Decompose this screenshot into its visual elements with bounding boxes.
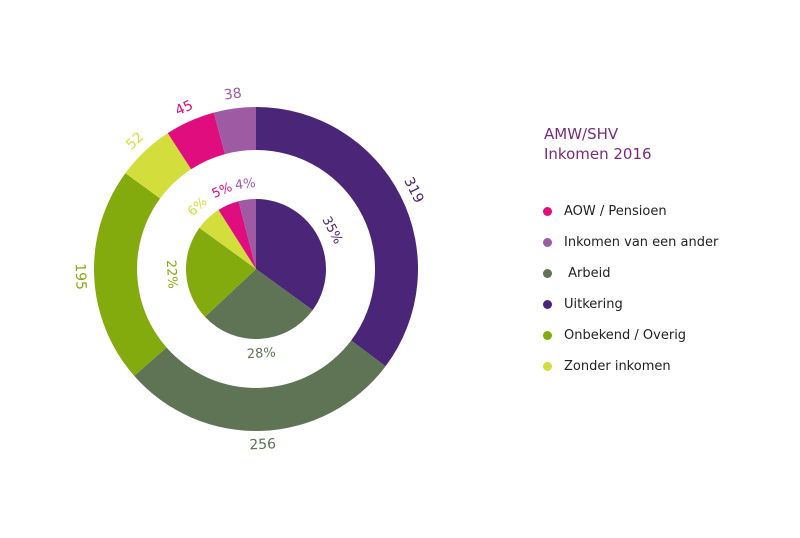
inner-slice-onbekend-overig [186,227,256,317]
legend-label: Inkomen van een ander [564,235,719,250]
outer-segment-uitkering [256,107,419,367]
legend-swatch [543,331,552,340]
inner-slice-aow-pensioen [218,201,256,269]
legend-label: AOW / Pensioen [564,204,667,219]
legend-item-arbeid: Arbeid [543,258,718,289]
outer-segment-inkomen-van-een-ander [213,107,256,155]
outer-value-label: 45 [173,97,196,119]
outer-value-label: 52 [123,129,147,153]
inner-percent-label: 22% [163,259,180,289]
outer-value-label: 256 [249,436,276,453]
outer-value-label: 38 [223,85,243,103]
legend-item-inkomen-van-een-ander: Inkomen van een ander [543,227,718,258]
legend-item-onbekend-overig: Onbekend / Overig [543,320,718,351]
legend-swatch [543,238,552,247]
legend-item-uitkering: Uitkering [543,289,718,320]
legend-label: Uitkering [564,297,623,312]
legend-swatch [543,207,552,216]
legend-swatch [543,300,552,309]
legend-label: Onbekend / Overig [564,328,687,343]
inner-percent-label: 35% [318,214,344,247]
outer-segment-zonder-inkomen [125,133,192,199]
inner-slice-zonder-inkomen [199,209,256,269]
outer-segment-aow-pensioen [167,112,225,170]
inner-pie [186,199,326,339]
chart-title-block: AMW/SHV Inkomen 2016 [544,124,652,164]
inner-percent-label: 4% [234,176,256,193]
outer-segment-onbekend-overig [94,173,167,376]
inner-percent-label: 5% [210,180,235,202]
chart-subtitle: Inkomen 2016 [544,145,652,163]
inner-slice-inkomen-van-een-ander [238,199,256,269]
outer-segment-arbeid [134,340,386,432]
outer-value-label: 319 [400,175,426,206]
inner-percent-label: 6% [185,195,210,220]
chart-title: AMW/SHV [544,125,619,143]
legend-item-aow-pensioen: AOW / Pensioen [543,196,718,227]
legend-item-zonder-inkomen: Zonder inkomen [543,351,718,382]
inner-percent-label: 28% [246,345,276,362]
inner-slice-uitkering [256,199,326,311]
legend-label: Arbeid [564,266,611,281]
legend-swatch [543,269,552,278]
outer-ring [94,107,419,432]
legend-swatch [543,362,552,371]
inner-slice-arbeid [204,269,313,339]
legend: AOW / Pensioen Inkomen van een ander Arb… [543,196,718,382]
legend-label: Zonder inkomen [564,359,671,374]
outer-value-label: 195 [72,263,89,290]
